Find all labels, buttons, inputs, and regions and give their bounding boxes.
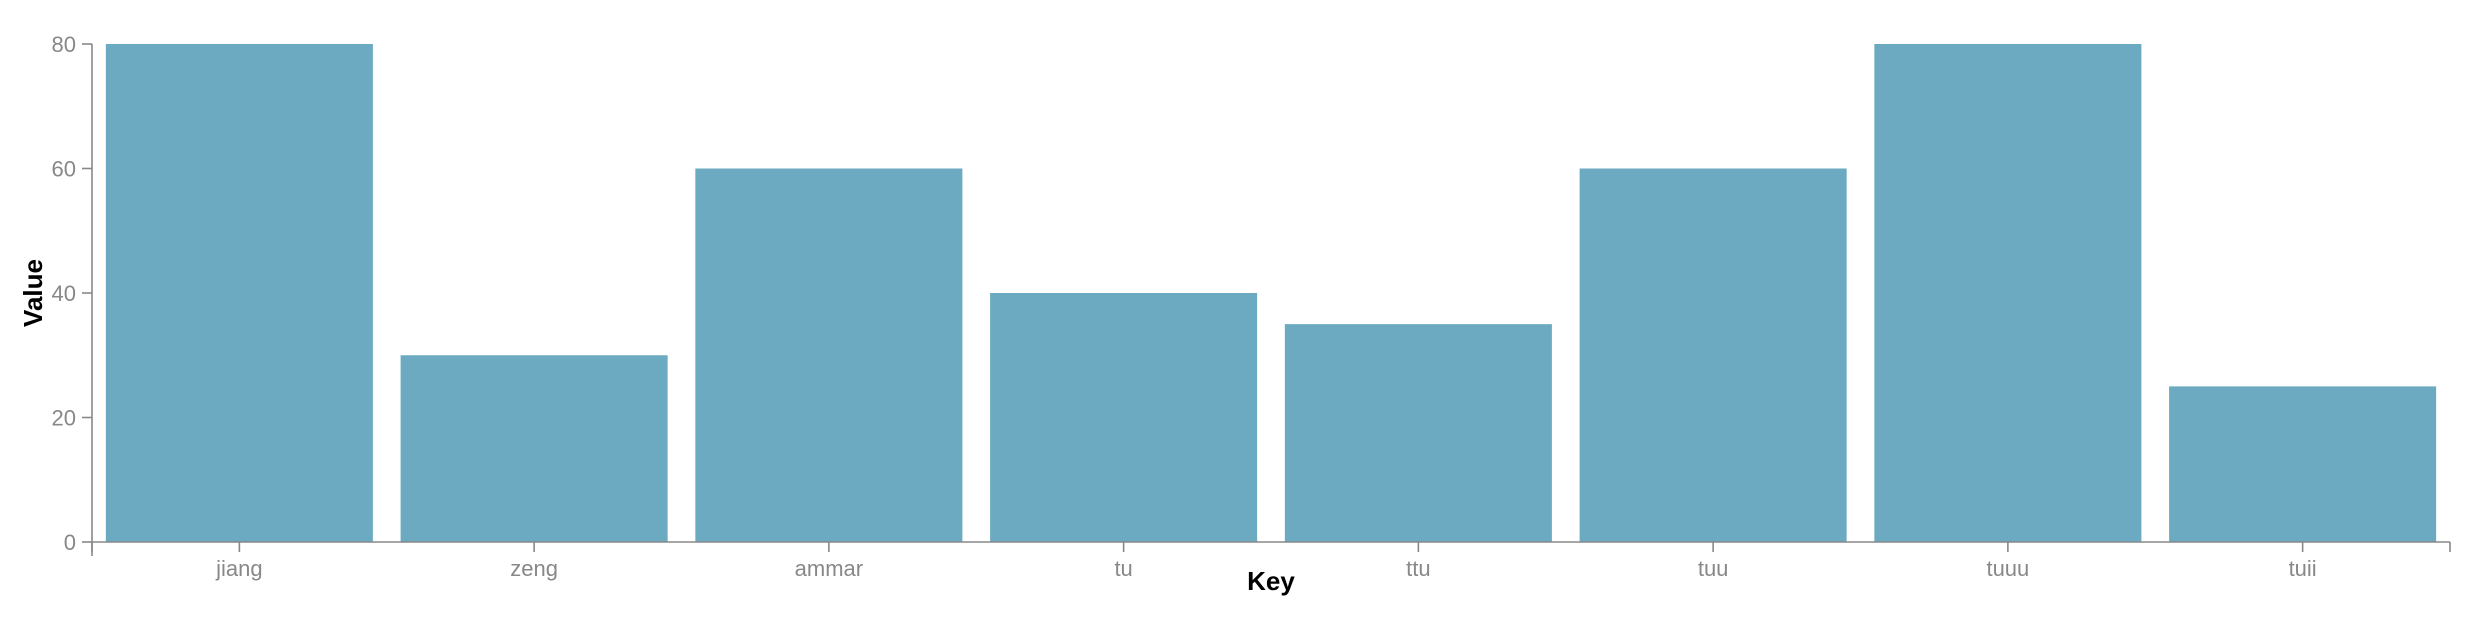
bar-zeng (400, 355, 668, 542)
y-tick-label: 0 (64, 530, 76, 555)
x-tick-label-tuuu: tuuu (1986, 556, 2029, 581)
y-tick-label: 40 (52, 281, 76, 306)
x-tick-label-jiang: jiang (215, 556, 262, 581)
bar-tuu (1579, 168, 1847, 542)
x-tick-label-tu: tu (1114, 556, 1132, 581)
bar-ammar (695, 168, 963, 542)
y-axis: 0 20 40 60 80 (52, 32, 93, 556)
bar-tu (990, 293, 1258, 542)
x-tick-label-zeng: zeng (510, 556, 558, 581)
x-axis: jiang zeng ammar tu ttu tuu tuuu tuii (91, 541, 2451, 581)
x-tick-label-ammar: ammar (795, 556, 863, 581)
bar-tuuu (1874, 44, 2142, 542)
x-tick-label-tuii: tuii (2289, 556, 2317, 581)
bar-tuii (2169, 386, 2437, 543)
y-tick-label: 60 (52, 157, 76, 182)
y-axis-title: Value (18, 259, 48, 327)
y-tick-label: 20 (52, 406, 76, 431)
x-axis-title: Key (1247, 566, 1295, 596)
bars-group (105, 44, 2437, 543)
y-tick-label: 80 (52, 32, 76, 57)
x-tick-label-tuu: tuu (1698, 556, 1729, 581)
bar-ttu (1284, 324, 1552, 543)
bar-jiang (105, 44, 373, 542)
x-tick-label-ttu: ttu (1406, 556, 1430, 581)
